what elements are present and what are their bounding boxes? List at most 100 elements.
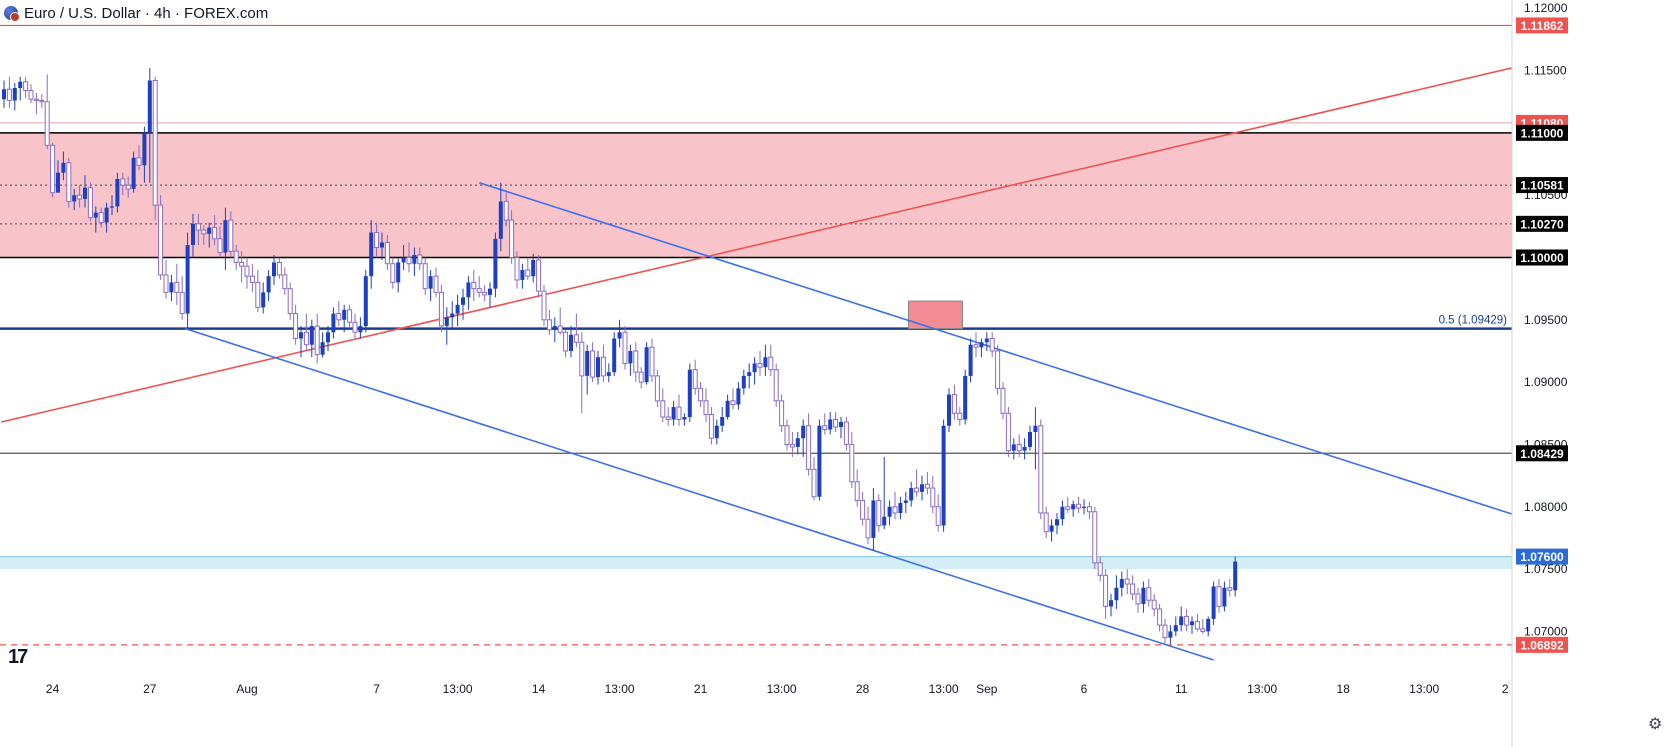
x-tick-label: Sep: [976, 682, 998, 696]
candle: [806, 413, 812, 476]
candle-body: [1033, 425, 1038, 432]
candle-body: [935, 506, 941, 526]
candle-body: [860, 500, 866, 520]
candle: [1033, 407, 1038, 470]
candle: [303, 313, 309, 351]
candle: [1119, 571, 1124, 597]
candle-body: [676, 406, 682, 421]
candle: [579, 332, 585, 414]
candle: [244, 257, 250, 289]
candle: [660, 388, 666, 423]
candle: [1135, 587, 1141, 613]
candle: [331, 307, 336, 339]
candle-body: [228, 219, 234, 252]
candle: [125, 176, 131, 198]
candle: [682, 413, 687, 426]
candle-body: [61, 162, 66, 173]
candle: [347, 304, 353, 329]
candle: [417, 247, 423, 270]
candle: [428, 269, 433, 302]
tradingview-logo-icon[interactable]: 17: [8, 646, 28, 668]
candle: [801, 419, 806, 457]
candle-body: [552, 326, 557, 330]
candle-body: [617, 332, 622, 339]
price-label-text: 1.06892: [1520, 638, 1564, 652]
candle-body: [563, 331, 569, 352]
x-tick-label: 18: [1337, 682, 1351, 696]
x-tick-label: 13:00: [1247, 682, 1277, 696]
candle-body: [995, 350, 1001, 389]
candle: [784, 419, 790, 451]
candle: [687, 363, 692, 423]
candle: [249, 263, 255, 293]
price-label-text: 1.10270: [1520, 217, 1564, 231]
candle-body: [163, 274, 169, 293]
candle: [1043, 506, 1049, 538]
candle-body: [169, 282, 174, 293]
candle: [396, 257, 401, 293]
gear-icon[interactable]: ⚙: [1648, 716, 1663, 733]
candle: [563, 329, 569, 358]
candle: [450, 301, 455, 330]
fib-label: 0.5 (1.09429): [1439, 315, 1508, 327]
candle: [6, 76, 12, 108]
candle: [476, 276, 482, 298]
candle-body: [450, 313, 455, 318]
candle-body: [692, 369, 698, 389]
candle: [968, 338, 973, 383]
candle: [72, 188, 77, 211]
candle: [374, 222, 380, 258]
candle-body: [50, 144, 56, 194]
chart-title-bar[interactable]: Euro / U.S. Dollar · 4h · FOREX.com: [4, 3, 268, 23]
price-label-bg: [1516, 445, 1568, 462]
candle-body: [331, 313, 336, 333]
candle: [438, 284, 444, 333]
candle: [552, 317, 557, 343]
price-label-text: 1.10581: [1520, 179, 1564, 193]
candle: [2, 80, 6, 108]
candle-body: [736, 388, 741, 405]
candle-body: [1016, 443, 1022, 452]
candle: [951, 384, 957, 420]
price-label: 1.10581: [1516, 177, 1568, 194]
candle: [380, 232, 384, 260]
candle-body: [924, 483, 930, 489]
candle: [914, 469, 920, 497]
candle: [935, 494, 941, 532]
candle-body: [887, 506, 892, 517]
candle: [1141, 581, 1146, 613]
candle: [1103, 569, 1109, 619]
candle-body: [233, 250, 239, 263]
candle-body: [1168, 631, 1173, 638]
candle: [546, 309, 552, 335]
price-label-text: 1.07600: [1520, 550, 1564, 564]
candle: [973, 332, 979, 358]
candle: [843, 417, 849, 451]
candle-body: [293, 313, 299, 339]
zones-layer: [0, 132, 1512, 570]
candle: [1049, 519, 1054, 542]
candle: [412, 247, 417, 277]
candle-body: [660, 400, 666, 418]
candle: [342, 304, 347, 333]
candle: [957, 407, 963, 426]
candle: [892, 491, 898, 520]
candle: [898, 496, 903, 520]
candle: [147, 68, 152, 183]
candle-body: [249, 275, 255, 283]
candle-body: [23, 81, 29, 91]
candle-body: [817, 425, 822, 497]
candle: [179, 276, 185, 320]
candle-body: [374, 232, 380, 249]
candle: [1151, 593, 1157, 617]
candle-body: [147, 80, 152, 133]
candle-body: [1049, 525, 1054, 532]
candle-body: [752, 363, 757, 373]
candle-body: [930, 487, 936, 508]
candle-body: [1097, 562, 1103, 576]
candle: [1179, 606, 1184, 632]
candle-body: [461, 297, 465, 305]
candle-body: [98, 212, 104, 224]
candle: [471, 269, 477, 302]
